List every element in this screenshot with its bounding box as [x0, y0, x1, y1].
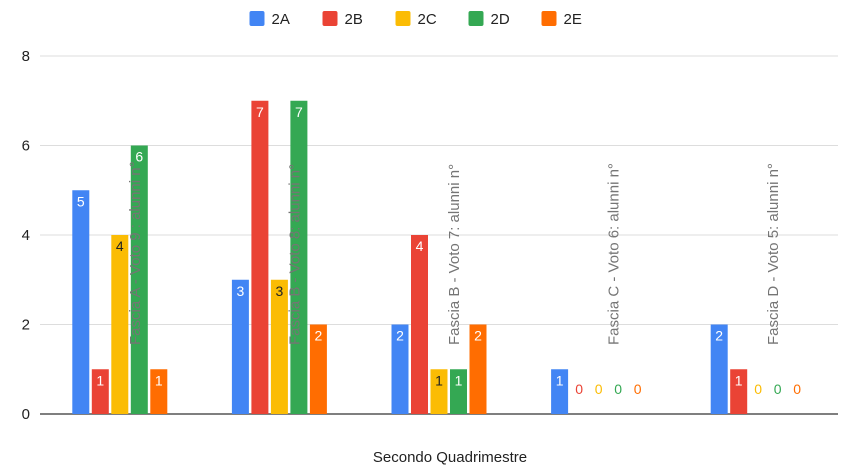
bar-2b-cat-3: [411, 235, 428, 414]
data-label: 0: [595, 381, 603, 397]
bar-2b-cat-1: [91, 369, 109, 414]
data-label: 3: [276, 283, 284, 299]
bar-2a-cat-4: [551, 369, 569, 414]
data-label: 1: [155, 372, 163, 388]
bar-2c-cat-2: [270, 279, 288, 414]
category-label: Fascia B - Voto 8: alunni n°: [286, 164, 303, 345]
bar-2b-cat-5: [730, 369, 748, 414]
y-tick-label: 8: [22, 48, 30, 65]
legend-label: 2D: [491, 11, 510, 28]
category-label: Fascia D - Voto 5: alunni n°: [765, 163, 782, 345]
data-label: 7: [256, 104, 264, 120]
data-label: 0: [754, 381, 762, 397]
data-label: 0: [575, 381, 583, 397]
bar-2b-cat-2: [251, 100, 269, 414]
legend-swatch-2a: [249, 11, 265, 26]
legend-label: 2B: [345, 11, 363, 28]
data-label: 4: [116, 238, 124, 254]
bar-2a-cat-3: [391, 324, 409, 414]
y-tick-label: 0: [22, 406, 30, 423]
y-tick-label: 6: [22, 138, 30, 155]
category-labels: Fascia A - Voto 9 : alunni n° Fascia B - …: [127, 161, 782, 345]
bars: [72, 100, 748, 414]
category-label: Fascia B - Voto 7: alunni n°: [446, 164, 463, 345]
legend-swatch-2e: [541, 11, 557, 26]
category-label: Fascia A - Voto 9 : alunni n°: [127, 161, 144, 345]
data-label: 1: [556, 372, 564, 388]
data-label: 2: [474, 328, 482, 344]
legend-label: 2C: [418, 11, 437, 28]
y-tick-label: 4: [22, 227, 30, 244]
bar-2d-cat-3: [450, 369, 467, 414]
data-label: 2: [396, 328, 404, 344]
data-label: 4: [416, 238, 424, 254]
data-label: 7: [295, 104, 303, 120]
legend: 2A 2B 2C 2D 2E: [249, 11, 582, 28]
data-label: 0: [774, 381, 782, 397]
bar-2a-cat-5: [710, 324, 728, 414]
data-label: 0: [793, 381, 801, 397]
bar-2e-cat-1: [150, 369, 168, 414]
data-label: 1: [735, 372, 743, 388]
bar-2a-cat-2: [231, 279, 249, 414]
legend-swatch-2d: [468, 11, 484, 26]
data-label: 2: [715, 328, 723, 344]
bar-2c-cat-3: [430, 369, 448, 414]
bar-2d-cat-2: [290, 100, 308, 414]
data-label: 0: [614, 381, 622, 397]
data-label: 1: [96, 372, 104, 388]
legend-swatch-2b: [322, 11, 338, 26]
bar-2d-cat-1: [130, 145, 148, 414]
data-label: 3: [237, 283, 245, 299]
bar-2a-cat-1: [72, 190, 90, 414]
bar-2c-cat-1: [111, 235, 129, 414]
legend-label: 2E: [564, 11, 582, 28]
data-label: 6: [135, 149, 143, 165]
data-label: 1: [455, 372, 463, 388]
data-label: 1: [435, 372, 443, 388]
bar-2e-cat-2: [309, 324, 327, 414]
x-axis-title: Secondo Quadrimestre: [373, 449, 527, 466]
bar-2e-cat-3: [469, 324, 487, 414]
data-label: 0: [634, 381, 642, 397]
data-label: 5: [77, 193, 85, 209]
legend-label: 2A: [272, 11, 290, 28]
data-label: 2: [315, 328, 323, 344]
category-label: Fascia C - Voto 6: alunni n°: [606, 163, 623, 345]
y-tick-label: 2: [22, 317, 30, 334]
y-axis-ticks: 0 2 4 6 8: [22, 48, 30, 423]
legend-swatch-2c: [395, 11, 411, 26]
